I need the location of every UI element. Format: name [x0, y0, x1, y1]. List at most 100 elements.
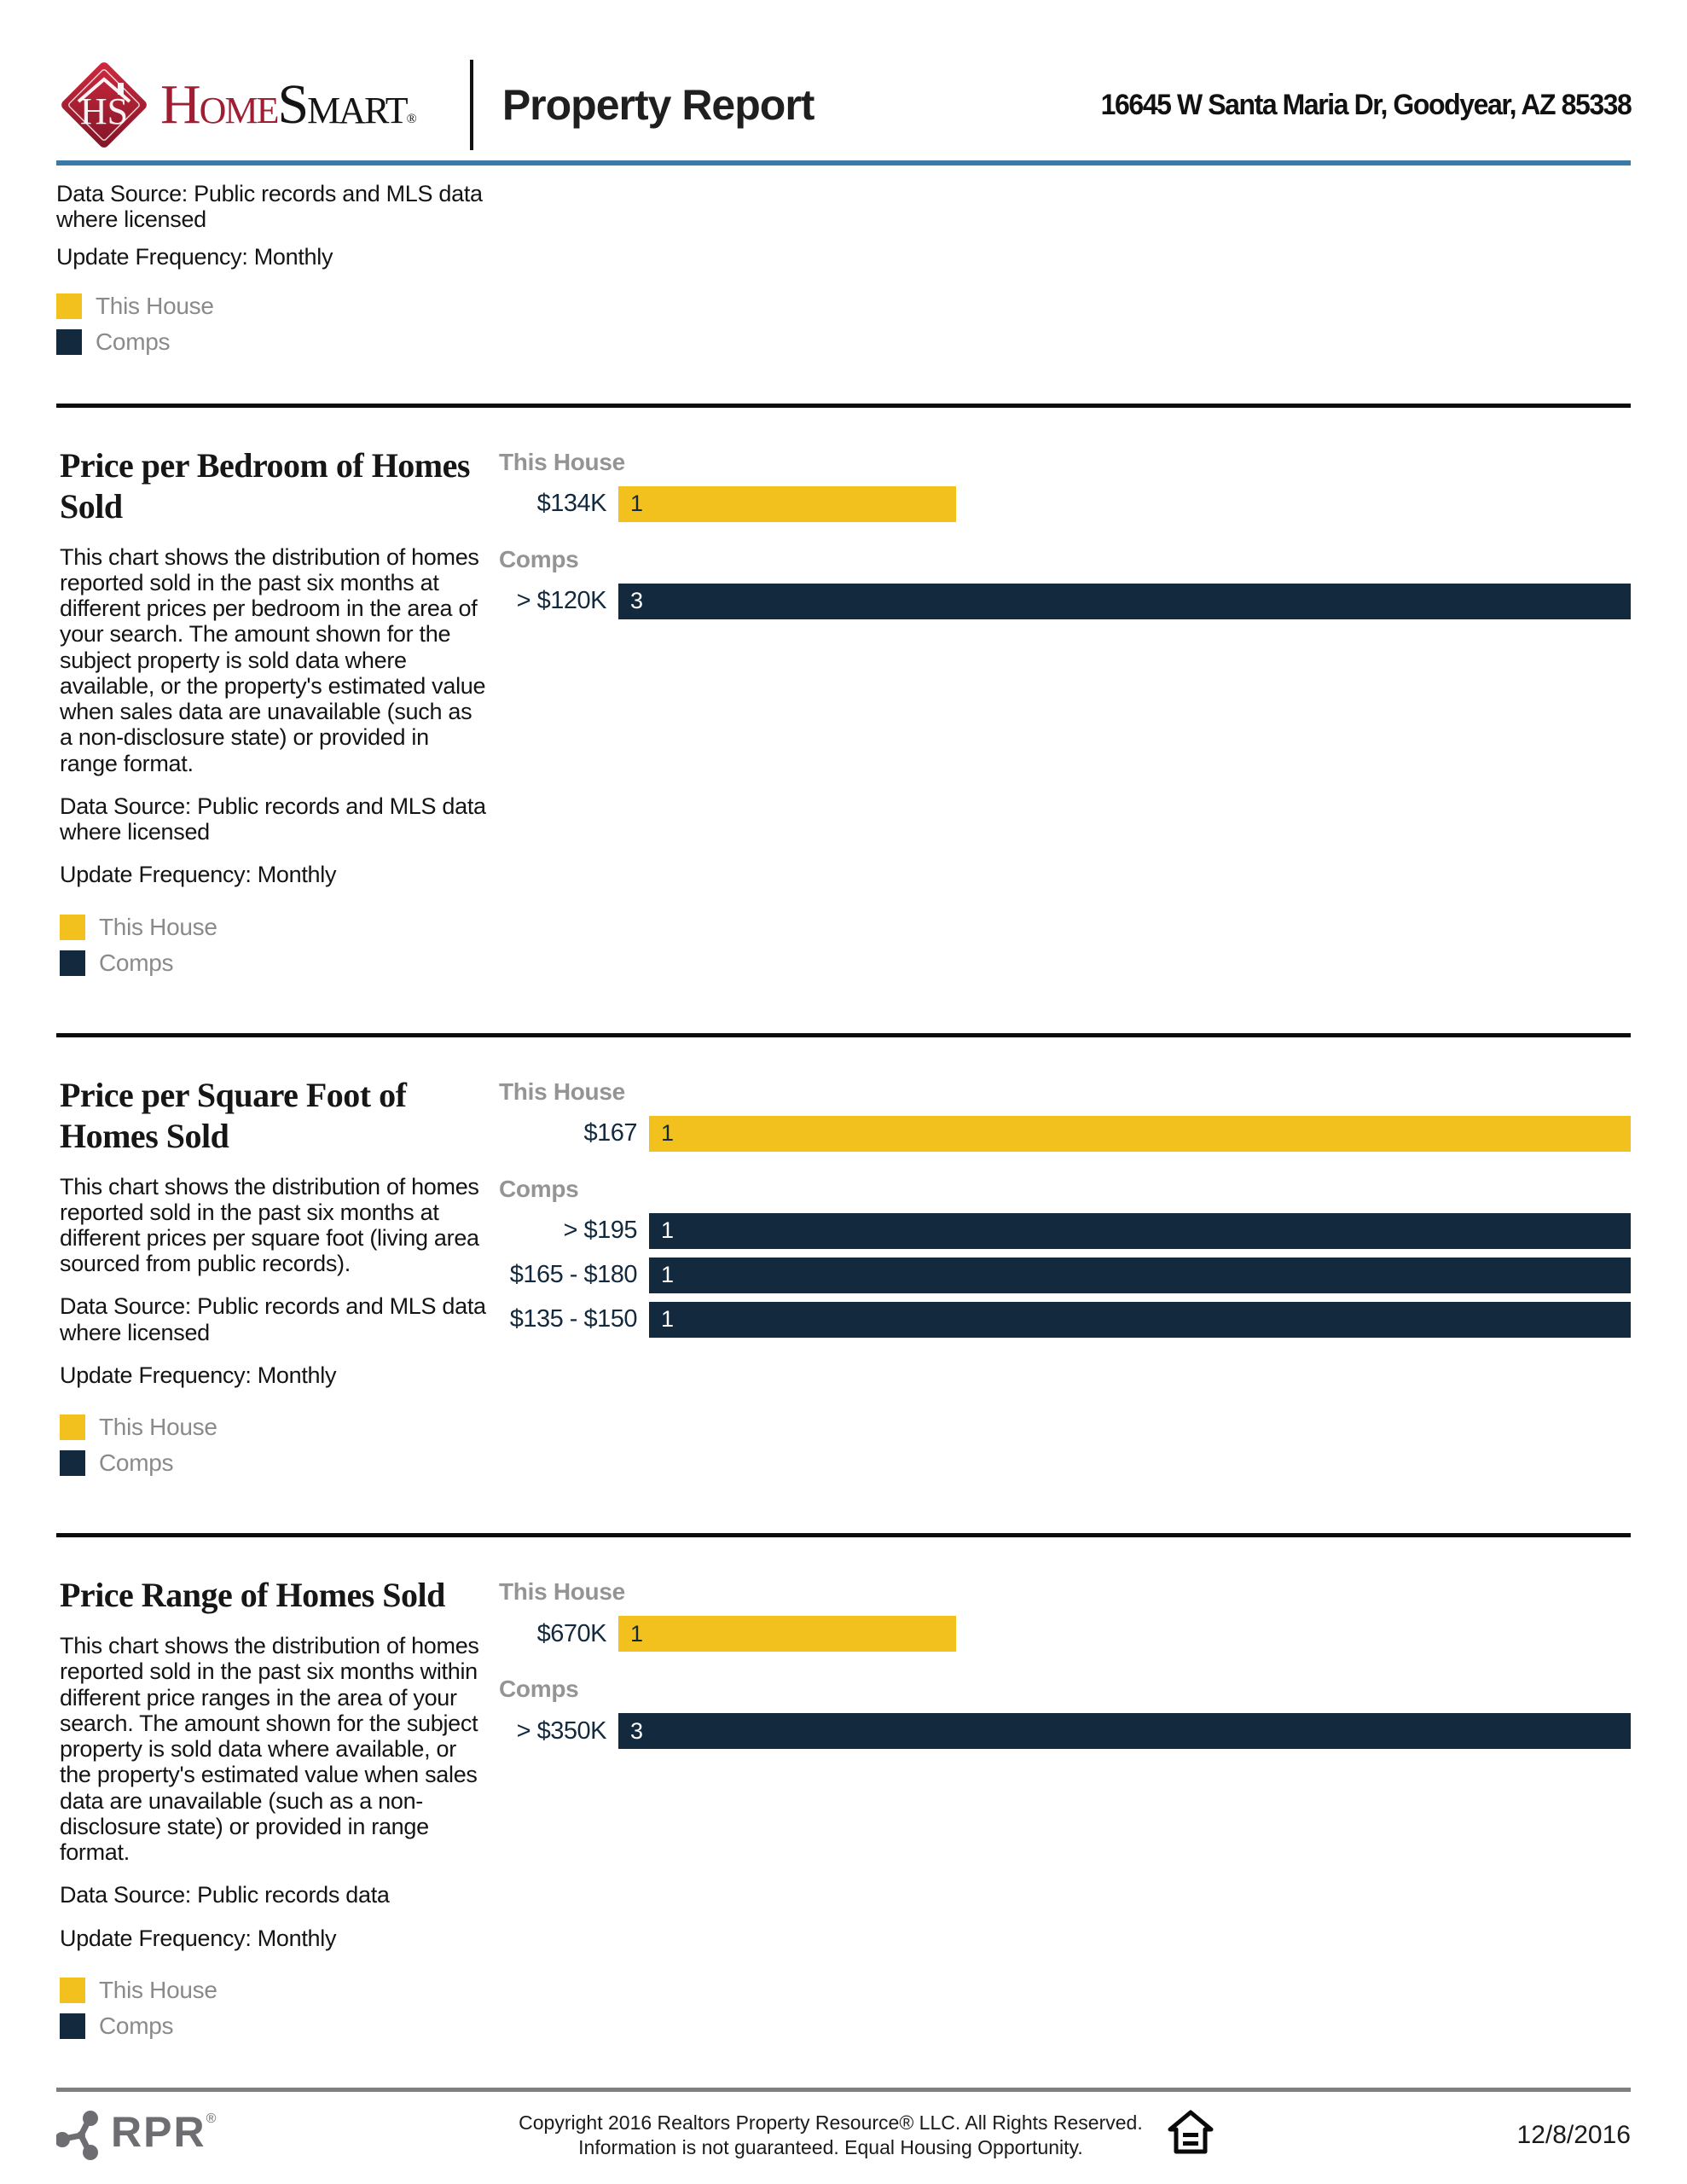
legend-label: This House: [96, 292, 214, 319]
section-description: This chart shows the distribution of hom…: [60, 543, 486, 776]
homesmart-diamond-icon: HS: [61, 62, 147, 148]
chart-bar-row: > $120K 3: [499, 583, 1631, 619]
bar-value: 3: [630, 588, 644, 614]
copyright-text: Copyright 2016 Realtors Property Resourc…: [519, 2111, 1143, 2160]
bar-track: 1: [649, 1115, 1631, 1152]
legend-item-comps: Comps: [56, 328, 500, 356]
legend-item-comps: Comps: [60, 2013, 487, 2040]
this-house-bar: 1: [649, 1115, 1631, 1152]
chart-bar-row: $134K 1: [499, 485, 1631, 522]
section-data-source: Data Source: Public records and MLS data…: [60, 1293, 486, 1345]
this-house-swatch: [60, 1977, 85, 2003]
price-per-sqft-chart: This House $167 1 Comps > $195 1: [499, 1075, 1631, 1486]
bar-value: 3: [630, 1717, 644, 1744]
legend-label: This House: [99, 1414, 217, 1441]
legend-label: This House: [99, 913, 217, 940]
header-rule: [56, 160, 1631, 166]
section-title: Price Range of Homes Sold: [60, 1576, 445, 1615]
bar-label: > $350K: [516, 1716, 607, 1745]
comps-bar: 3: [618, 583, 1631, 619]
brand-smart-text: SMART: [277, 73, 408, 136]
rpr-wordmark: RPR: [111, 2107, 206, 2156]
chart-bar-row: $670K 1: [499, 1616, 1631, 1653]
legend-label: Comps: [96, 328, 171, 355]
bar-track: 3: [618, 1713, 1631, 1750]
legend: This House Comps: [60, 1414, 487, 1477]
section-data-source: Data Source: Public records and MLS data…: [60, 793, 486, 845]
bar-track: 1: [649, 1301, 1631, 1338]
legend-item-this-house: This House: [60, 1414, 487, 1441]
bar-value: 1: [661, 1262, 675, 1288]
bar-label: $134K: [536, 490, 607, 518]
section-divider: [56, 1533, 1631, 1538]
intro-update-frequency: Update Frequency: Monthly: [56, 244, 333, 270]
bar-track: 1: [618, 485, 1631, 522]
comps-bar: 3: [618, 1713, 1631, 1750]
footer-rule: [56, 2088, 1631, 2092]
section-update-frequency: Update Frequency: Monthly: [60, 1925, 337, 1951]
comps-bar: 1: [649, 1257, 1631, 1293]
section-divider: [56, 1032, 1631, 1037]
this-house-swatch: [60, 1414, 85, 1441]
legend-item-this-house: This House: [60, 914, 487, 941]
intro-block: Data Source: Public records and MLS data…: [56, 181, 500, 356]
comps-swatch: [60, 2013, 85, 2039]
chart-bar-row: $165 - $180 1: [499, 1257, 1631, 1293]
bar-label: $165 - $180: [509, 1261, 638, 1289]
svg-text:HS: HS: [80, 90, 128, 132]
legend-label: This House: [99, 1976, 217, 2003]
legend-label: Comps: [99, 949, 174, 976]
bar-value: 1: [630, 491, 644, 517]
price-range-chart: This House $670K 1 Comps > $350K 3: [499, 1575, 1631, 2048]
legend: This House Comps: [60, 914, 487, 977]
bar-track: 1: [649, 1257, 1631, 1293]
copyright-line-2: Information is not guaranteed. Equal Hou…: [578, 2135, 1083, 2158]
section-description: This chart shows the distribution of hom…: [60, 1173, 479, 1277]
bar-label: $670K: [536, 1619, 607, 1647]
chart-bar-row: > $195 1: [499, 1212, 1631, 1249]
section-title: Price per Bedroom of Homes Sold: [60, 445, 470, 526]
legend-item-this-house: This House: [60, 1977, 487, 2004]
section-title: Price per Square Foot of Homes Sold: [60, 1075, 407, 1155]
section-price-range: Price Range of Homes Sold This chart sho…: [56, 1575, 1631, 2048]
chart-bar-row: $135 - $150 1: [499, 1301, 1631, 1338]
bar-label: $167: [583, 1119, 637, 1147]
bar-label: $135 - $150: [509, 1305, 638, 1333]
rpr-logo: RPR ®: [56, 2107, 217, 2160]
comps-swatch: [56, 328, 82, 355]
section-text-column: Price Range of Homes Sold This chart sho…: [56, 1575, 487, 2048]
page-title: Property Report: [501, 81, 815, 129]
legend: This House Comps: [60, 1977, 487, 2040]
bar-track: 3: [618, 583, 1631, 619]
rpr-registered-mark: ®: [206, 2111, 217, 2126]
section-description: This chart shows the distribution of hom…: [60, 1633, 479, 1866]
footer: RPR ® Copyright 2016 Realtors Property R…: [56, 2088, 1631, 2161]
chart-group-label: This House: [499, 1578, 625, 1606]
header: HS HOMESMART® Property Report 16645 W Sa…: [56, 53, 1632, 157]
header-divider: [469, 60, 473, 150]
equal-housing-icon: [1167, 2109, 1215, 2161]
chart-bar-row: > $350K 3: [499, 1713, 1631, 1750]
chart-bar-row: $167 1: [499, 1115, 1631, 1152]
chart-group-label: This House: [499, 1077, 625, 1105]
legend-label: Comps: [99, 1449, 174, 1477]
bar-label: > $120K: [516, 587, 607, 615]
this-house-swatch: [56, 293, 82, 319]
property-address: 16645 W Santa Maria Dr, Goodyear, AZ 853…: [1100, 88, 1632, 121]
bar-value: 1: [630, 1620, 644, 1647]
legend: This House Comps: [56, 293, 500, 356]
chart-group-label: Comps: [499, 545, 579, 572]
rpr-icon: [56, 2110, 98, 2160]
bar-track: 1: [649, 1212, 1631, 1249]
price-per-bedroom-chart: This House $134K 1 Comps > $120K 3: [499, 445, 1631, 985]
bar-track: 1: [618, 1616, 1631, 1653]
this-house-swatch: [60, 914, 85, 940]
bar-value: 1: [661, 1217, 675, 1244]
chart-group-label: Comps: [499, 1676, 579, 1703]
comps-swatch: [60, 950, 85, 976]
bar-value: 1: [661, 1306, 675, 1333]
legend-item-comps: Comps: [60, 950, 487, 977]
legend-label: Comps: [99, 2012, 174, 2039]
legend-item-comps: Comps: [60, 1449, 487, 1477]
